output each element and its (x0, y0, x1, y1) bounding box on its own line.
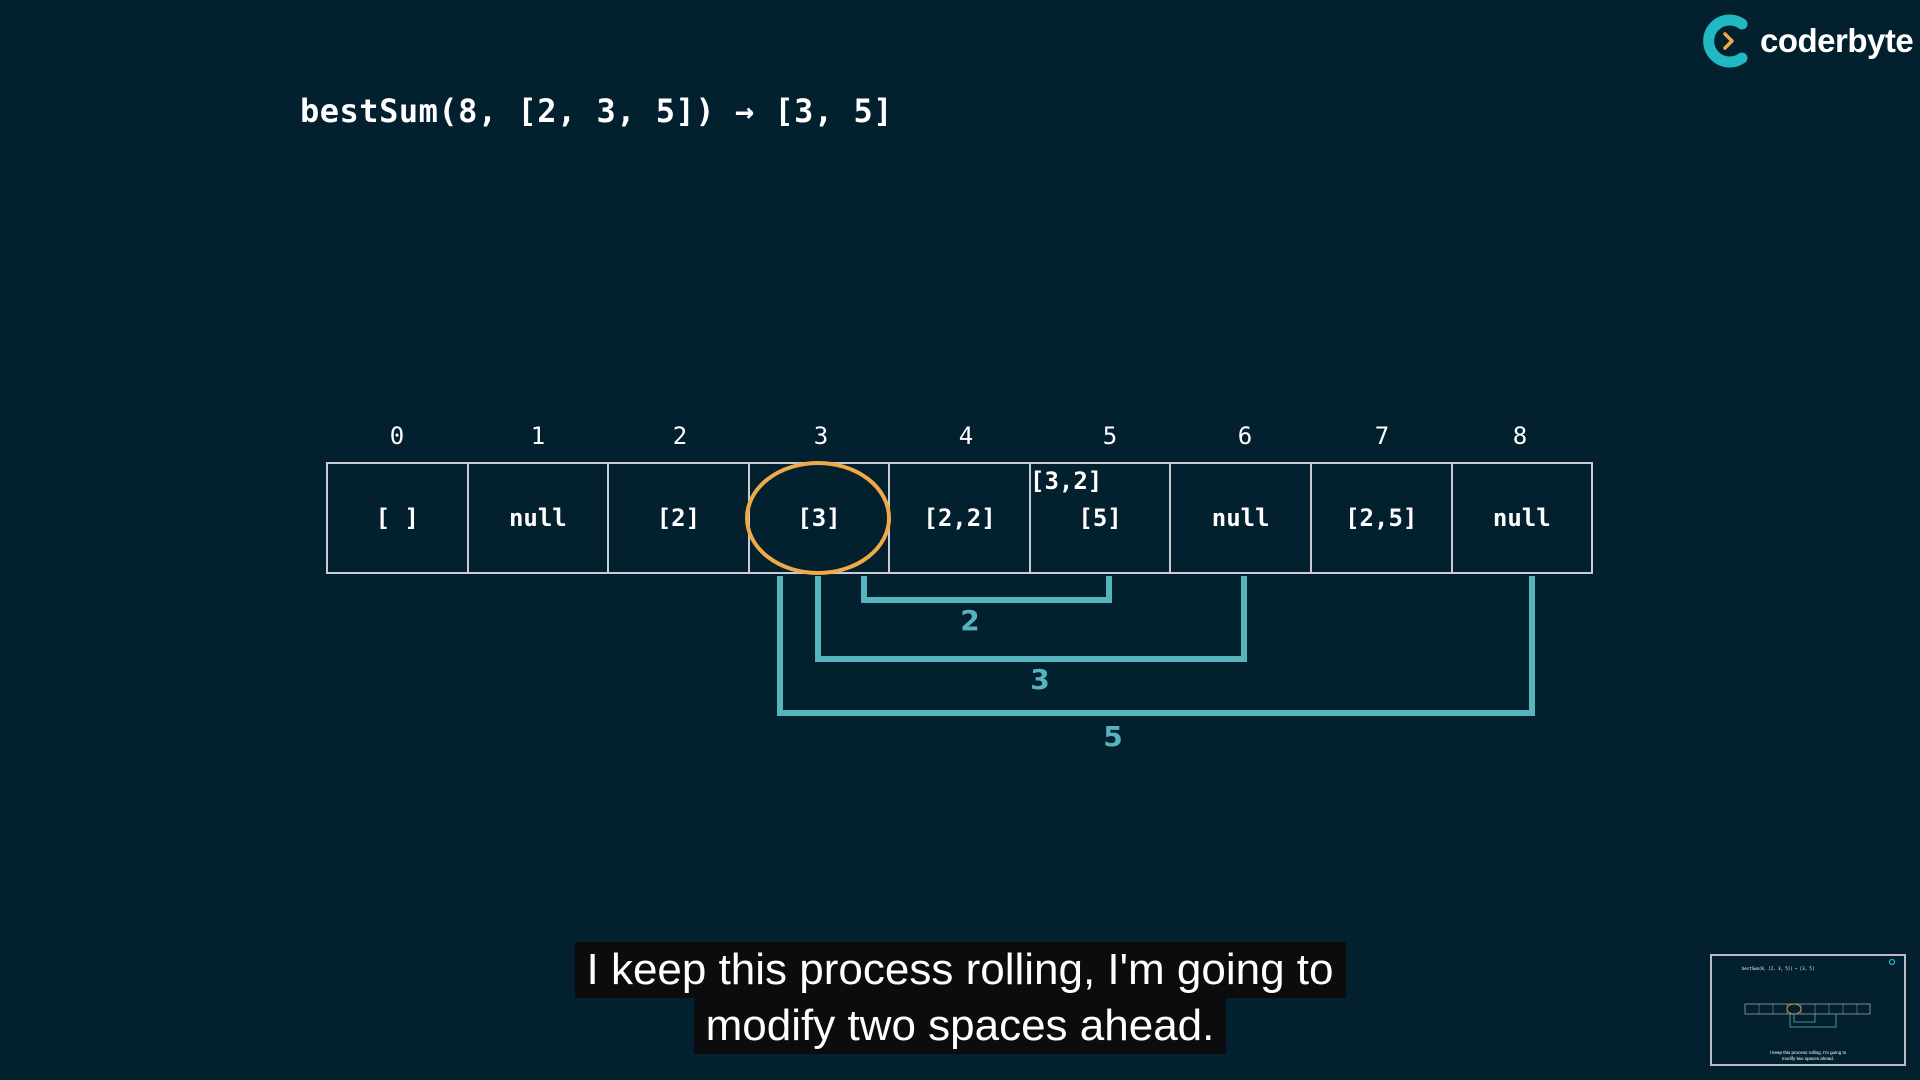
table-cell: null (469, 464, 610, 572)
jump-bracket-3 (815, 576, 1247, 662)
index-label: 3 (813, 422, 829, 450)
index-label: 1 (530, 422, 546, 450)
jump-label-3: 3 (1030, 663, 1049, 696)
table-cell: null (1492, 504, 1551, 532)
thumbnail-caption-line-2: modify two spaces ahead. (1782, 1056, 1834, 1061)
thumbnail-preview-graphic: bestSum(8, [2, 3, 5]) → [3, 5] I keep th… (1742, 958, 1896, 1061)
jump-label-5: 5 (1103, 720, 1122, 753)
highlight-circle (745, 461, 891, 575)
thumbnail-caption-line-1: I keep this process rolling, I'm going t… (1770, 1050, 1847, 1055)
thumbnail-bracket (1789, 1014, 1837, 1028)
jump-label-2: 2 (960, 604, 979, 637)
index-label: 7 (1374, 422, 1390, 450)
index-label: 8 (1512, 422, 1528, 450)
table-cell: [ ] (328, 464, 469, 572)
thumbnail-logo-icon (1888, 958, 1896, 966)
index-label: 5 (1102, 422, 1118, 450)
thumbnail-highlight (1786, 1003, 1802, 1015)
coderbyte-logo: coderbyte (1702, 14, 1914, 68)
cell-5-candidate-note: [3,2] (1030, 467, 1103, 495)
thumbnail-bracket (1793, 1014, 1816, 1023)
index-label: 6 (1237, 422, 1253, 450)
index-label: 2 (672, 422, 688, 450)
logo-text: coderbyte (1760, 22, 1914, 59)
table-cell: [2,2] (890, 464, 1031, 572)
page-title: bestSum(8, [2, 3, 5]) → [3, 5] (300, 92, 893, 130)
index-labels: 0 1 2 3 4 5 6 7 8 (327, 422, 1594, 458)
preview-thumbnail[interactable]: bestSum(8, [2, 3, 5]) → [3, 5] I keep th… (1710, 954, 1906, 1066)
index-label: 4 (958, 422, 974, 450)
jump-bracket-2 (861, 576, 1112, 603)
subtitle-line-1: I keep this process rolling, I'm going t… (574, 942, 1346, 998)
subtitle-line-2: modify two spaces ahead. (693, 998, 1227, 1054)
thumbnail-title: bestSum(8, [2, 3, 5]) → [3, 5] (1742, 966, 1814, 971)
coderbyte-logo-icon (1703, 14, 1748, 68)
table-cell: [2,5] (1312, 464, 1453, 572)
table-cell: null (1171, 464, 1312, 572)
table-cell: [5] (1031, 464, 1172, 572)
dp-table: [ ] null [2] [3] [2,2] [5] null [2,5] nu… (326, 462, 1593, 574)
thumbnail-table (1744, 1003, 1871, 1015)
jump-bracket-5 (777, 576, 1535, 716)
subtitle-caption: I keep this process rolling, I'm going t… (0, 942, 1920, 1054)
index-label: 0 (389, 422, 405, 450)
